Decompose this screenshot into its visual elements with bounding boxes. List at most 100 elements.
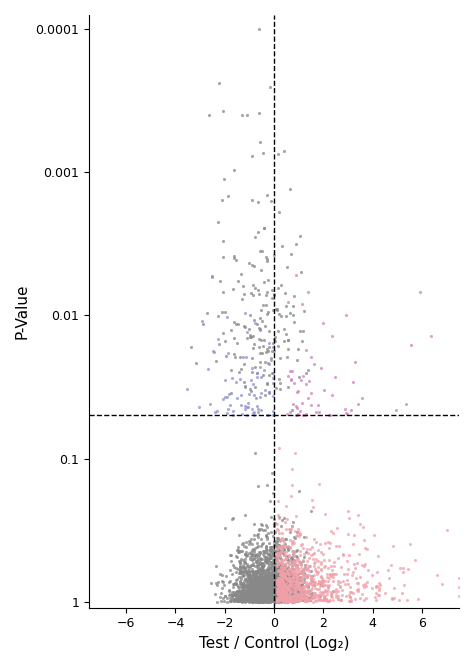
Point [257, 582, 265, 593]
Point [208, 271, 215, 282]
Point [272, 591, 279, 602]
Point [275, 595, 283, 605]
Point [269, 549, 277, 559]
Point [268, 574, 275, 585]
Point [277, 593, 285, 603]
Point [277, 561, 284, 572]
Point [259, 565, 267, 576]
Point [275, 545, 283, 556]
Point [262, 583, 269, 593]
Point [268, 596, 276, 607]
Point [293, 527, 301, 537]
Point [289, 594, 296, 605]
Point [279, 575, 287, 586]
Point [256, 324, 264, 335]
Point [253, 582, 261, 593]
Point [274, 571, 282, 581]
Point [256, 589, 264, 600]
Point [241, 381, 249, 392]
Point [267, 591, 275, 601]
Point [268, 578, 275, 589]
Point [263, 591, 270, 602]
Point [265, 581, 273, 591]
Point [272, 578, 279, 589]
Point [276, 593, 283, 603]
Point [267, 592, 275, 603]
Point [290, 595, 297, 605]
Point [295, 584, 302, 595]
Point [289, 582, 297, 593]
Point [256, 591, 264, 601]
Point [246, 332, 254, 342]
Point [247, 585, 255, 596]
Point [271, 537, 278, 547]
Point [255, 573, 262, 584]
Point [289, 567, 296, 578]
Point [293, 579, 301, 589]
Point [277, 583, 285, 594]
Point [262, 590, 270, 601]
Point [240, 567, 247, 577]
Point [273, 576, 281, 587]
Point [266, 593, 273, 604]
Point [267, 586, 275, 597]
Point [278, 587, 286, 598]
Point [274, 597, 282, 607]
Point [246, 570, 254, 581]
Point [375, 583, 383, 593]
Point [336, 581, 343, 591]
Point [248, 575, 256, 586]
Point [264, 582, 272, 593]
Point [317, 577, 325, 587]
Point [284, 568, 292, 579]
Point [271, 589, 279, 600]
Point [276, 578, 283, 589]
Point [280, 571, 288, 581]
Point [256, 578, 264, 589]
Point [281, 577, 288, 588]
Point [223, 407, 231, 418]
Point [252, 589, 259, 600]
Point [268, 355, 275, 366]
Point [264, 588, 272, 599]
Point [297, 575, 305, 586]
Point [238, 591, 246, 602]
Point [293, 581, 301, 592]
Point [263, 583, 271, 594]
Point [363, 543, 370, 554]
Point [278, 567, 285, 578]
Point [268, 591, 275, 602]
Point [276, 589, 284, 599]
Point [286, 566, 294, 577]
Point [297, 406, 304, 417]
Point [241, 401, 248, 412]
Point [251, 594, 259, 605]
Point [282, 573, 290, 584]
Point [291, 579, 299, 589]
Point [258, 581, 265, 592]
Point [290, 559, 298, 569]
Point [251, 596, 258, 607]
Point [228, 325, 235, 336]
Point [302, 580, 310, 591]
Point [246, 567, 253, 577]
Point [301, 591, 309, 602]
Point [292, 593, 300, 604]
Point [349, 567, 356, 577]
Point [254, 596, 261, 607]
Point [272, 590, 280, 601]
Point [263, 581, 271, 591]
Point [255, 587, 263, 597]
Point [289, 583, 296, 594]
Point [254, 587, 261, 597]
Point [305, 553, 313, 563]
Point [283, 570, 290, 581]
Point [246, 595, 254, 606]
Point [286, 591, 293, 601]
Point [244, 595, 251, 605]
Point [250, 574, 257, 585]
Point [294, 587, 302, 598]
Point [242, 590, 249, 601]
Point [315, 595, 322, 605]
Point [275, 308, 283, 319]
